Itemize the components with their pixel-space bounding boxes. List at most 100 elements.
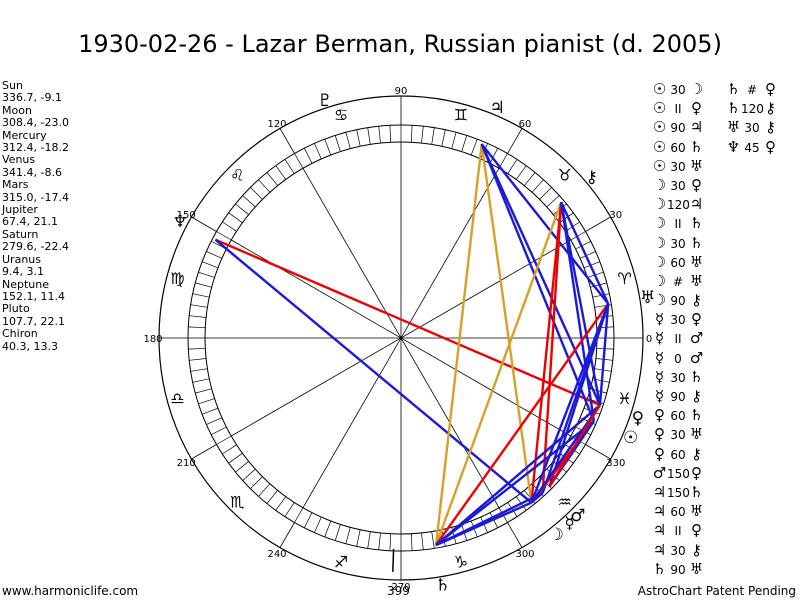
zodiac-sign-glyph: ♋ <box>334 105 348 124</box>
aspect-row: ☽ # ♅ <box>652 272 704 291</box>
aspect-planet-a-glyph: ☿ <box>654 367 665 386</box>
planet-glyph: ♃ <box>489 98 504 118</box>
position-entry-sun: Sun 336.7, -9.1 <box>2 79 69 105</box>
aspect-planet-a-glyph: ☿ <box>654 387 665 405</box>
aspect-planet-a-glyph: ☽ <box>652 195 667 214</box>
position-value: 9.4, 3.1 <box>2 265 44 279</box>
aspect-value: 60 <box>670 505 686 520</box>
aspect-row: ☉ 90 ♃ <box>652 118 704 137</box>
position-value: 40.3, 13.3 <box>2 339 58 353</box>
zodiac-sign-glyph: ♑ <box>454 553 468 572</box>
aspect-planet-b-glyph: ♀ <box>691 99 702 118</box>
aspect-planet-a-glyph: ☿ <box>654 348 665 367</box>
aspect-value: 30 <box>670 236 686 251</box>
aspect-planet-b-glyph: ♄ <box>689 482 704 501</box>
aspect-line <box>541 202 563 494</box>
position-value: 308.4, -23.0 <box>2 116 69 130</box>
aspect-line <box>560 202 596 422</box>
aspect-line <box>435 501 532 547</box>
degree-label: 210 <box>177 458 196 469</box>
aspect-row: ☽ 90 ⚷ <box>652 291 704 310</box>
aspect-row: ☉ 30 ☽ <box>652 80 704 99</box>
aspect-row: ♄ 90 ♅ <box>652 560 704 579</box>
aspect-planet-b-glyph: ♄ <box>689 137 704 156</box>
degree-label: 180 <box>143 334 162 345</box>
aspect-row: ♃150♄ <box>652 483 704 502</box>
aspect-planet-b-glyph: ⚷ <box>765 99 776 118</box>
degree-label: 30 <box>609 210 622 221</box>
aspect-planet-b-glyph: ♅ <box>689 271 704 290</box>
ascendant-marker <box>392 548 395 572</box>
aspect-planet-b-glyph: ♅ <box>689 425 704 444</box>
position-value: 341.4, -8.6 <box>2 165 62 179</box>
aspect-planet-b-glyph: ♄ <box>689 233 704 252</box>
zodiac-sign-glyph: ♐ <box>334 553 348 572</box>
aspect-line <box>548 404 602 488</box>
position-value: 107.7, 22.1 <box>2 314 65 328</box>
aspect-row: ☿ 30 ♄ <box>652 368 704 387</box>
position-name: Jupiter <box>2 203 38 217</box>
position-entry-saturn: Saturn 279.6, -22.4 <box>2 227 69 254</box>
aspect-planet-b-glyph: ♅ <box>689 156 704 175</box>
aspect-planet-a-glyph: ☉ <box>652 99 667 118</box>
aspect-line <box>214 238 533 504</box>
position-name: Mercury <box>2 128 47 142</box>
aspect-line <box>480 143 610 305</box>
aspect-line <box>435 303 610 546</box>
aspect-planet-b-glyph: ♂ <box>689 329 704 348</box>
aspect-value: 90 <box>670 390 686 404</box>
aspect-line <box>560 201 610 305</box>
aspect-planet-b-glyph: ♄ <box>689 406 704 425</box>
zodiac-sign-glyph: ♉ <box>558 165 572 184</box>
aspect-planet-b-glyph: ♅ <box>689 252 704 271</box>
degree-label: 60 <box>519 119 532 130</box>
aspect-planet-b-glyph: ☽ <box>689 80 704 98</box>
position-value: 315.0, -17.4 <box>2 190 69 204</box>
aspect-row: ☽ II ♄ <box>652 214 704 233</box>
aspect-value: 120 <box>667 198 690 213</box>
planet-glyph: ☽ <box>549 525 564 545</box>
aspect-planet-b-glyph: ♀ <box>691 521 702 540</box>
aspect-planet-a-glyph: ♀ <box>654 444 665 463</box>
planet-glyph: ⚷ <box>585 167 597 187</box>
aspect-planet-a-glyph: ♃ <box>652 540 667 559</box>
aspect-planet-b-glyph: ♄ <box>689 214 704 233</box>
aspect-planet-a-glyph: ☽ <box>652 271 667 290</box>
aspect-planet-a-glyph: ♄ <box>726 80 741 98</box>
degree-label: 120 <box>267 119 286 130</box>
aspect-line <box>598 303 610 406</box>
zodiac-sign-glyph: ♌ <box>230 165 244 184</box>
zodiac-sign-glyph: ♎ <box>170 389 184 408</box>
aspect-value: # <box>746 83 758 97</box>
degree-label: 300 <box>515 549 534 560</box>
aspect-value: 90 <box>670 121 686 136</box>
chart-title: 1930-02-26 - Lazar Berman, Russian piani… <box>78 30 722 58</box>
planet-glyph: ☉ <box>623 428 638 448</box>
zodiac-sign-glyph: ♒ <box>558 493 572 512</box>
aspect-value: II <box>674 217 682 232</box>
planet-glyph: ♄ <box>435 576 450 596</box>
position-name: Pluto <box>2 302 30 316</box>
aspect-value: 30 <box>670 543 686 558</box>
aspect-planet-a-glyph: ♄ <box>726 99 741 118</box>
aspect-planet-a-glyph: ♃ <box>652 502 667 521</box>
position-name: Saturn <box>2 227 39 241</box>
aspect-row: ☿ 30 ♀ <box>652 310 704 329</box>
aspect-planet-a-glyph: ☽ <box>652 214 667 233</box>
aspect-planet-b-glyph: ♀ <box>765 137 776 156</box>
degree-label: 150 <box>177 210 196 221</box>
aspect-line <box>480 143 533 503</box>
planet-glyph: ♆ <box>172 212 187 232</box>
aspect-planet-b-glyph: ♃ <box>689 118 704 137</box>
aspect-line <box>560 201 602 406</box>
aspect-row: ☉ II ♀ <box>652 99 704 118</box>
aspect-row: ☿ II ♂ <box>652 329 704 348</box>
aspect-value: 30 <box>670 313 686 328</box>
aspect-value: 90 <box>670 294 686 309</box>
aspect-row: ♃ 30 ⚷ <box>652 541 704 560</box>
planet-glyph: ♂ <box>570 506 585 526</box>
aspect-row: ♃ 60 ♅ <box>652 502 704 521</box>
aspect-row: ☿ 90 ⚷ <box>652 387 704 406</box>
aspect-row: ♄120⚷ <box>726 99 778 118</box>
zodiac-sign-glyph: ♏ <box>230 493 244 512</box>
